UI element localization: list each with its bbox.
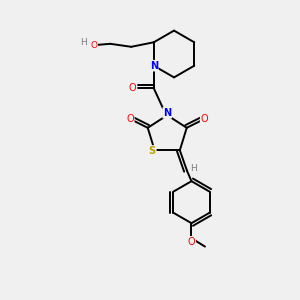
Text: O: O — [188, 237, 195, 247]
Text: O: O — [129, 82, 136, 93]
Text: O: O — [126, 114, 134, 124]
Text: N: N — [150, 61, 158, 71]
Text: S: S — [149, 146, 156, 156]
Text: H: H — [80, 38, 87, 47]
Text: H: H — [190, 164, 197, 173]
Text: N: N — [163, 108, 171, 118]
Text: O: O — [90, 41, 97, 50]
Text: O: O — [201, 114, 208, 124]
